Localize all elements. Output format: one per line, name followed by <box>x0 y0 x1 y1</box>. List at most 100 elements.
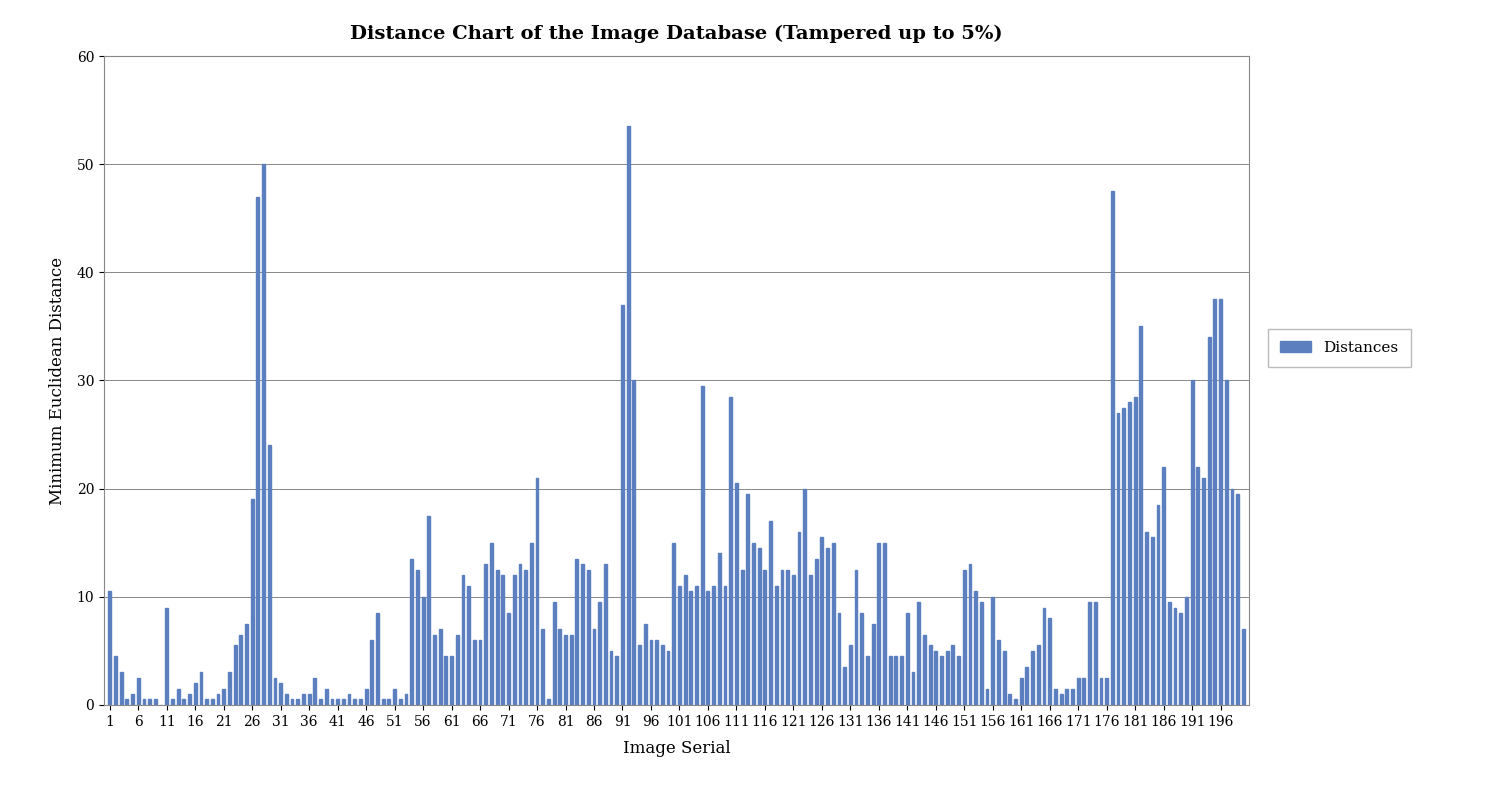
Bar <box>666 650 669 705</box>
Bar <box>712 586 715 705</box>
Bar <box>1042 607 1045 705</box>
Bar <box>809 575 812 705</box>
Legend: Distances: Distances <box>1268 329 1411 367</box>
Bar <box>644 624 647 705</box>
Bar <box>228 673 230 705</box>
Bar <box>137 678 140 705</box>
Bar <box>793 575 794 705</box>
Bar <box>735 483 738 705</box>
Bar <box>1231 489 1233 705</box>
Bar <box>883 543 886 705</box>
Bar <box>724 586 727 705</box>
Bar <box>946 650 949 705</box>
Bar <box>296 699 299 705</box>
Bar <box>821 537 824 705</box>
Bar <box>923 634 926 705</box>
Bar <box>165 607 168 705</box>
Bar <box>769 521 772 705</box>
Bar <box>1145 532 1148 705</box>
Bar <box>906 613 909 705</box>
Bar <box>1167 602 1170 705</box>
Bar <box>632 380 635 705</box>
Bar <box>775 586 778 705</box>
Bar <box>358 699 361 705</box>
Bar <box>952 646 955 705</box>
Bar <box>457 634 458 705</box>
Bar <box>1179 613 1182 705</box>
Bar <box>399 699 401 705</box>
Bar <box>1123 408 1126 705</box>
Bar <box>336 699 339 705</box>
Bar <box>541 630 544 705</box>
Bar <box>581 564 584 705</box>
Bar <box>587 570 590 705</box>
Bar <box>815 559 818 705</box>
Bar <box>964 570 965 705</box>
Bar <box>622 304 625 705</box>
Bar <box>211 699 214 705</box>
Bar <box>1071 689 1074 705</box>
Bar <box>519 564 522 705</box>
Bar <box>233 646 236 705</box>
Bar <box>598 602 601 705</box>
Bar <box>1201 477 1204 705</box>
Bar <box>559 630 561 705</box>
Bar <box>388 699 391 705</box>
Bar <box>996 640 999 705</box>
Bar <box>1054 689 1057 705</box>
Bar <box>752 543 755 705</box>
Bar <box>393 689 396 705</box>
Bar <box>1111 191 1114 705</box>
Bar <box>1163 467 1164 705</box>
Bar <box>746 494 749 705</box>
Bar <box>865 656 868 705</box>
Bar <box>706 591 709 705</box>
Bar <box>1191 380 1194 705</box>
Bar <box>149 699 152 705</box>
Bar <box>217 694 220 705</box>
Bar <box>992 597 995 705</box>
Bar <box>729 396 732 705</box>
Bar <box>290 699 293 705</box>
Bar <box>763 570 766 705</box>
Bar <box>1236 494 1239 705</box>
Bar <box>143 699 146 705</box>
Bar <box>1083 678 1086 705</box>
Bar <box>1185 597 1188 705</box>
Bar <box>1173 607 1176 705</box>
Bar <box>700 386 703 705</box>
Bar <box>1133 396 1136 705</box>
Bar <box>570 634 572 705</box>
Bar <box>871 624 874 705</box>
Bar <box>256 196 259 705</box>
Bar <box>189 694 190 705</box>
Bar <box>877 543 880 705</box>
Bar <box>690 591 693 705</box>
Bar <box>199 673 202 705</box>
Bar <box>741 570 744 705</box>
Bar <box>592 630 595 705</box>
Bar <box>1002 650 1005 705</box>
Bar <box>422 597 424 705</box>
Bar <box>855 570 858 705</box>
Bar <box>684 575 687 705</box>
Bar <box>473 640 476 705</box>
Bar <box>650 640 653 705</box>
Bar <box>604 564 607 705</box>
Bar <box>1117 413 1120 705</box>
Bar <box>553 602 556 705</box>
Bar <box>1225 380 1228 705</box>
Bar <box>529 543 532 705</box>
Bar <box>1077 678 1080 705</box>
Bar <box>131 694 134 705</box>
Bar <box>1088 602 1091 705</box>
Bar <box>575 559 578 705</box>
Bar <box>831 543 834 705</box>
Bar <box>1129 402 1132 705</box>
Bar <box>445 656 448 705</box>
Bar <box>781 570 784 705</box>
Bar <box>797 532 800 705</box>
Bar <box>262 164 265 705</box>
Bar <box>974 591 977 705</box>
Bar <box>410 559 413 705</box>
